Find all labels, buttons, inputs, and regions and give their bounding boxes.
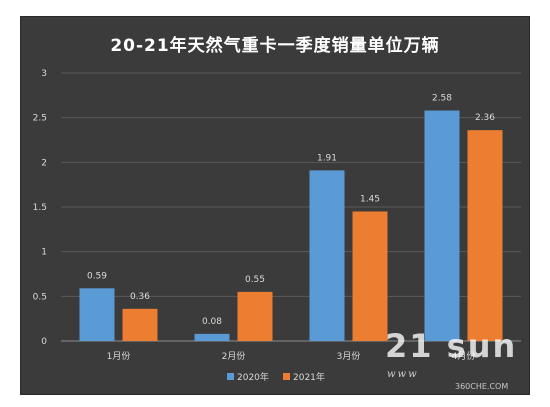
data-label: 0.59 <box>87 271 107 281</box>
data-label: 1.45 <box>360 194 380 204</box>
bar-2020 <box>309 170 345 341</box>
y-tick-label: 2.5 <box>33 114 47 124</box>
x-tick-label: 2月份 <box>222 350 246 362</box>
y-tick-label: 2 <box>41 158 47 168</box>
x-tick-label: 1月份 <box>107 350 131 362</box>
data-label: 0.08 <box>202 317 222 327</box>
y-tick-label: 0.5 <box>33 292 47 302</box>
chart-frame: 20-21年天然气重卡一季度销量单位万辆 0 0.5 1 1.5 2 2.5 3 0.59 0.… <box>20 16 530 395</box>
data-label: 2.58 <box>432 94 452 104</box>
watermark-logo-text: 21 sun <box>385 327 518 365</box>
watermark-site: 360CHE.COM <box>455 382 509 391</box>
legend-swatch <box>227 373 234 380</box>
y-tick-label: 1.5 <box>33 203 47 213</box>
x-tick-label: 3月份 <box>337 350 361 362</box>
y-tick-label: 3 <box>41 69 47 79</box>
legend-swatch <box>283 373 290 380</box>
bar-2020 <box>79 288 115 341</box>
data-label: 2.36 <box>475 113 495 123</box>
data-label: 0.36 <box>130 292 150 302</box>
bar-2021 <box>237 291 273 341</box>
bar-chart: 0 0.5 1 1.5 2 2.5 3 0.59 0.36 1月份 0.08 0.55 2月份 1.91 1… <box>33 69 521 383</box>
y-tick-label: 1 <box>41 248 47 258</box>
bar-2020 <box>424 110 460 342</box>
bar-2021 <box>352 211 388 341</box>
legend-label: 2020年 <box>237 371 269 383</box>
bar-2020 <box>194 333 230 341</box>
legend-label: 2021年 <box>293 371 325 383</box>
y-tick-label: 0 <box>41 337 47 347</box>
chart-title: 20-21年天然气重卡一季度销量单位万辆 <box>110 36 440 56</box>
bar-2021 <box>122 308 158 341</box>
data-label: 1.91 <box>317 153 337 163</box>
x-tick-label: 4月份 <box>452 350 476 362</box>
data-label: 0.55 <box>245 275 265 285</box>
watermark-url: www <box>387 369 419 380</box>
bar-2021 <box>467 130 503 341</box>
